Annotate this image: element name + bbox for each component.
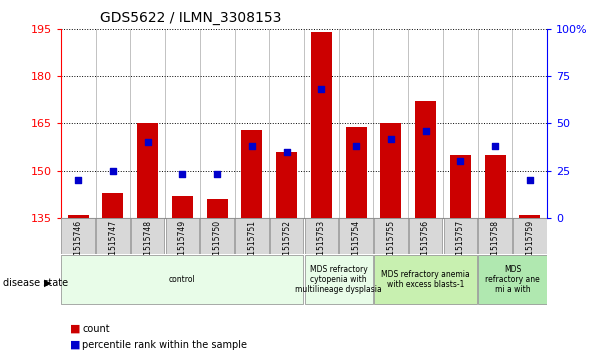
Text: percentile rank within the sample: percentile rank within the sample bbox=[82, 340, 247, 350]
Point bbox=[212, 171, 222, 177]
Bar bbox=[103, 193, 123, 218]
Point bbox=[282, 149, 291, 155]
Text: GSM1515752: GSM1515752 bbox=[282, 220, 291, 270]
Bar bbox=[381, 123, 401, 218]
FancyBboxPatch shape bbox=[374, 218, 407, 254]
Bar bbox=[450, 155, 471, 218]
FancyBboxPatch shape bbox=[513, 218, 547, 254]
FancyBboxPatch shape bbox=[409, 218, 442, 254]
FancyBboxPatch shape bbox=[478, 255, 547, 304]
FancyBboxPatch shape bbox=[96, 218, 130, 254]
Point bbox=[421, 128, 430, 134]
Point bbox=[351, 143, 361, 149]
FancyBboxPatch shape bbox=[235, 218, 269, 254]
Bar bbox=[415, 101, 436, 218]
Point bbox=[386, 136, 396, 142]
FancyBboxPatch shape bbox=[270, 218, 303, 254]
Bar bbox=[276, 152, 297, 218]
Text: GSM1515758: GSM1515758 bbox=[491, 220, 500, 270]
FancyBboxPatch shape bbox=[305, 218, 338, 254]
Text: GSM1515754: GSM1515754 bbox=[351, 220, 361, 271]
Text: count: count bbox=[82, 323, 109, 334]
Bar bbox=[346, 127, 367, 218]
Bar bbox=[485, 155, 505, 218]
Text: GSM1515748: GSM1515748 bbox=[143, 220, 152, 270]
Text: GSM1515755: GSM1515755 bbox=[386, 220, 395, 271]
FancyBboxPatch shape bbox=[61, 218, 95, 254]
FancyBboxPatch shape bbox=[478, 218, 512, 254]
Point bbox=[525, 177, 534, 183]
Point bbox=[108, 168, 118, 174]
FancyBboxPatch shape bbox=[444, 218, 477, 254]
FancyBboxPatch shape bbox=[305, 255, 373, 304]
Text: ■: ■ bbox=[70, 323, 80, 334]
Point bbox=[178, 171, 187, 177]
Text: GSM1515749: GSM1515749 bbox=[178, 220, 187, 271]
FancyBboxPatch shape bbox=[201, 218, 234, 254]
Text: GSM1515753: GSM1515753 bbox=[317, 220, 326, 271]
FancyBboxPatch shape bbox=[374, 255, 477, 304]
FancyBboxPatch shape bbox=[166, 218, 199, 254]
Bar bbox=[311, 32, 332, 218]
Bar bbox=[207, 199, 227, 218]
FancyBboxPatch shape bbox=[339, 218, 373, 254]
Bar bbox=[67, 215, 89, 218]
Point bbox=[490, 143, 500, 149]
Bar bbox=[241, 130, 262, 218]
Point bbox=[74, 177, 83, 183]
Text: disease state: disease state bbox=[3, 278, 68, 288]
Bar bbox=[519, 215, 541, 218]
Text: GSM1515759: GSM1515759 bbox=[525, 220, 534, 271]
Text: GDS5622 / ILMN_3308153: GDS5622 / ILMN_3308153 bbox=[100, 11, 281, 25]
Text: ■: ■ bbox=[70, 340, 80, 350]
FancyBboxPatch shape bbox=[61, 255, 303, 304]
Text: GSM1515750: GSM1515750 bbox=[213, 220, 222, 271]
FancyBboxPatch shape bbox=[131, 218, 164, 254]
Point bbox=[143, 139, 153, 145]
Bar bbox=[137, 123, 158, 218]
Text: GSM1515756: GSM1515756 bbox=[421, 220, 430, 271]
Text: GSM1515751: GSM1515751 bbox=[247, 220, 257, 270]
Text: MDS refractory
cytopenia with
multilineage dysplasia: MDS refractory cytopenia with multilinea… bbox=[295, 265, 382, 294]
Text: ▶: ▶ bbox=[44, 278, 52, 288]
Text: GSM1515746: GSM1515746 bbox=[74, 220, 83, 271]
Text: MDS refractory anemia
with excess blasts-1: MDS refractory anemia with excess blasts… bbox=[381, 270, 470, 289]
Point bbox=[455, 158, 465, 164]
Text: GSM1515757: GSM1515757 bbox=[456, 220, 465, 271]
Point bbox=[317, 86, 326, 92]
Text: control: control bbox=[169, 275, 196, 284]
Text: MDS
refractory ane
mi a with: MDS refractory ane mi a with bbox=[485, 265, 540, 294]
Point bbox=[247, 143, 257, 149]
Bar bbox=[172, 196, 193, 218]
Text: GSM1515747: GSM1515747 bbox=[108, 220, 117, 271]
